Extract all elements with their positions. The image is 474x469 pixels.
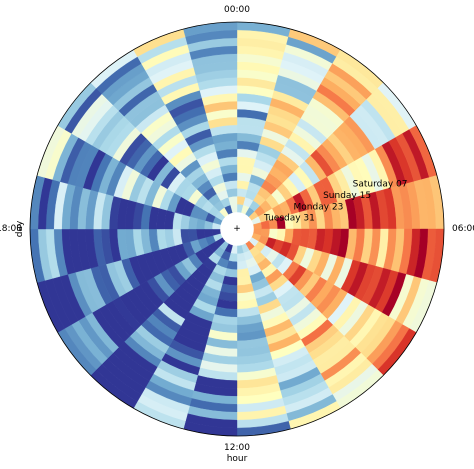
day-annotation: Monday 23 bbox=[294, 202, 344, 212]
heatmap-cell bbox=[226, 188, 238, 198]
polar-frame bbox=[29, 21, 445, 437]
heatmap-cell bbox=[236, 260, 248, 270]
angular-tick-label: 06:00 bbox=[452, 224, 474, 234]
angular-tick-label: 00:00 bbox=[224, 5, 250, 15]
day-annotation: Sunday 15 bbox=[323, 191, 371, 201]
heatmap-cell bbox=[196, 228, 206, 240]
day-annotation: Tuesday 31 bbox=[263, 214, 315, 224]
x-axis-label: hour bbox=[227, 454, 248, 464]
heatmap-cells bbox=[29, 21, 445, 437]
angular-tick-label: 18:00 bbox=[0, 224, 22, 234]
angular-tick-label: 12:00 bbox=[224, 443, 250, 453]
y-axis-label: day bbox=[15, 220, 25, 237]
center-marker: + bbox=[233, 224, 241, 234]
day-annotation: Saturday 07 bbox=[353, 180, 408, 190]
angular-tick-labels: 00:00 06:00 12:00 18:00 bbox=[0, 5, 474, 453]
